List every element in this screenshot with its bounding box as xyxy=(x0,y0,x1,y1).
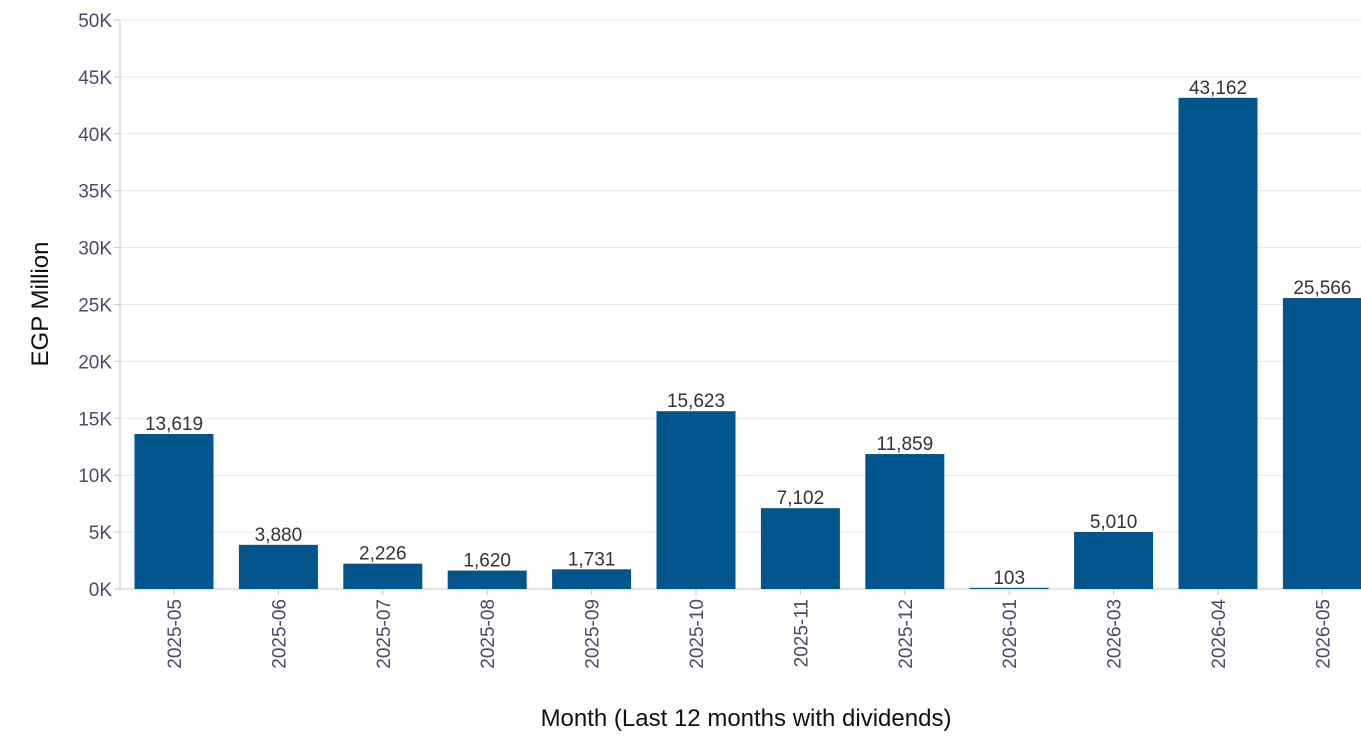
x-tick-label: 2026-05 xyxy=(1313,599,1334,669)
x-tick-label: 2026-03 xyxy=(1105,599,1126,669)
x-tick-label: 2025-11 xyxy=(791,599,812,667)
bar xyxy=(760,508,840,589)
x-tick-label: 2025-05 xyxy=(165,599,186,669)
bar xyxy=(1178,97,1258,589)
y-tick-label: 10K xyxy=(78,466,112,487)
bar-value-labels: 13,619 3,880 2,226 1,620 1,731 15,623 7,102 11,… xyxy=(145,78,1352,589)
y-tick-label: 15K xyxy=(78,409,112,430)
bar xyxy=(447,570,527,589)
x-tick-label: 2026-01 xyxy=(1000,599,1021,669)
x-tick-label: 2025-12 xyxy=(896,599,917,669)
bar xyxy=(1282,298,1361,589)
y-tick-label: 50K xyxy=(78,11,112,32)
bar-value-label: 3,880 xyxy=(255,525,303,546)
bar xyxy=(343,563,423,589)
y-tick-label: 20K xyxy=(78,352,112,373)
bar-value-label: 1,731 xyxy=(568,549,616,570)
bars xyxy=(134,97,1361,589)
bar xyxy=(238,544,318,589)
bar-value-label: 5,010 xyxy=(1090,512,1138,533)
bar xyxy=(1074,531,1154,589)
y-tick-label: 5K xyxy=(89,523,113,544)
bar-value-label: 13,619 xyxy=(145,414,203,435)
bar-value-label: 7,102 xyxy=(777,488,825,509)
bar xyxy=(656,411,736,589)
bar-value-label: 11,859 xyxy=(876,434,933,455)
y-tick-label: 30K xyxy=(78,239,112,260)
bar xyxy=(552,569,632,589)
bar-value-label: 25,566 xyxy=(1293,278,1351,299)
x-axis-title: Month (Last 12 months with dividends) xyxy=(541,705,952,732)
bar-value-label: 43,162 xyxy=(1189,78,1247,99)
grid-lines xyxy=(120,19,1361,533)
y-tick-label: 0K xyxy=(89,580,113,601)
x-tick-label: 2025-08 xyxy=(478,599,499,669)
bar-value-label: 1,620 xyxy=(463,551,511,572)
bar-value-label: 2,226 xyxy=(359,544,407,565)
bar xyxy=(969,587,1049,589)
bar xyxy=(865,454,945,589)
x-tick-label: 2026-04 xyxy=(1209,599,1230,669)
bar-value-label: 15,623 xyxy=(667,391,725,412)
x-tick-label: 2025-06 xyxy=(269,599,290,669)
bar-value-label: 103 xyxy=(993,568,1025,589)
x-tick-label: 2025-10 xyxy=(687,599,708,669)
x-tick-label: 2025-09 xyxy=(583,599,604,669)
x-axis-ticks: 2025-05 2025-06 2025-07 2025-08 2025-09 2025-… xyxy=(165,589,1334,669)
y-tick-label: 25K xyxy=(78,296,112,317)
bar xyxy=(134,434,214,589)
y-axis-title: EGP Million xyxy=(27,242,54,367)
y-tick-label: 40K xyxy=(78,125,112,146)
y-tick-label: 45K xyxy=(78,68,112,89)
y-axis-ticks: 0K 5K 10K 15K 20K 25K 30K 35K 40K 45K 50K xyxy=(78,11,120,601)
x-tick-label: 2025-07 xyxy=(374,599,395,669)
y-tick-label: 35K xyxy=(78,182,112,203)
